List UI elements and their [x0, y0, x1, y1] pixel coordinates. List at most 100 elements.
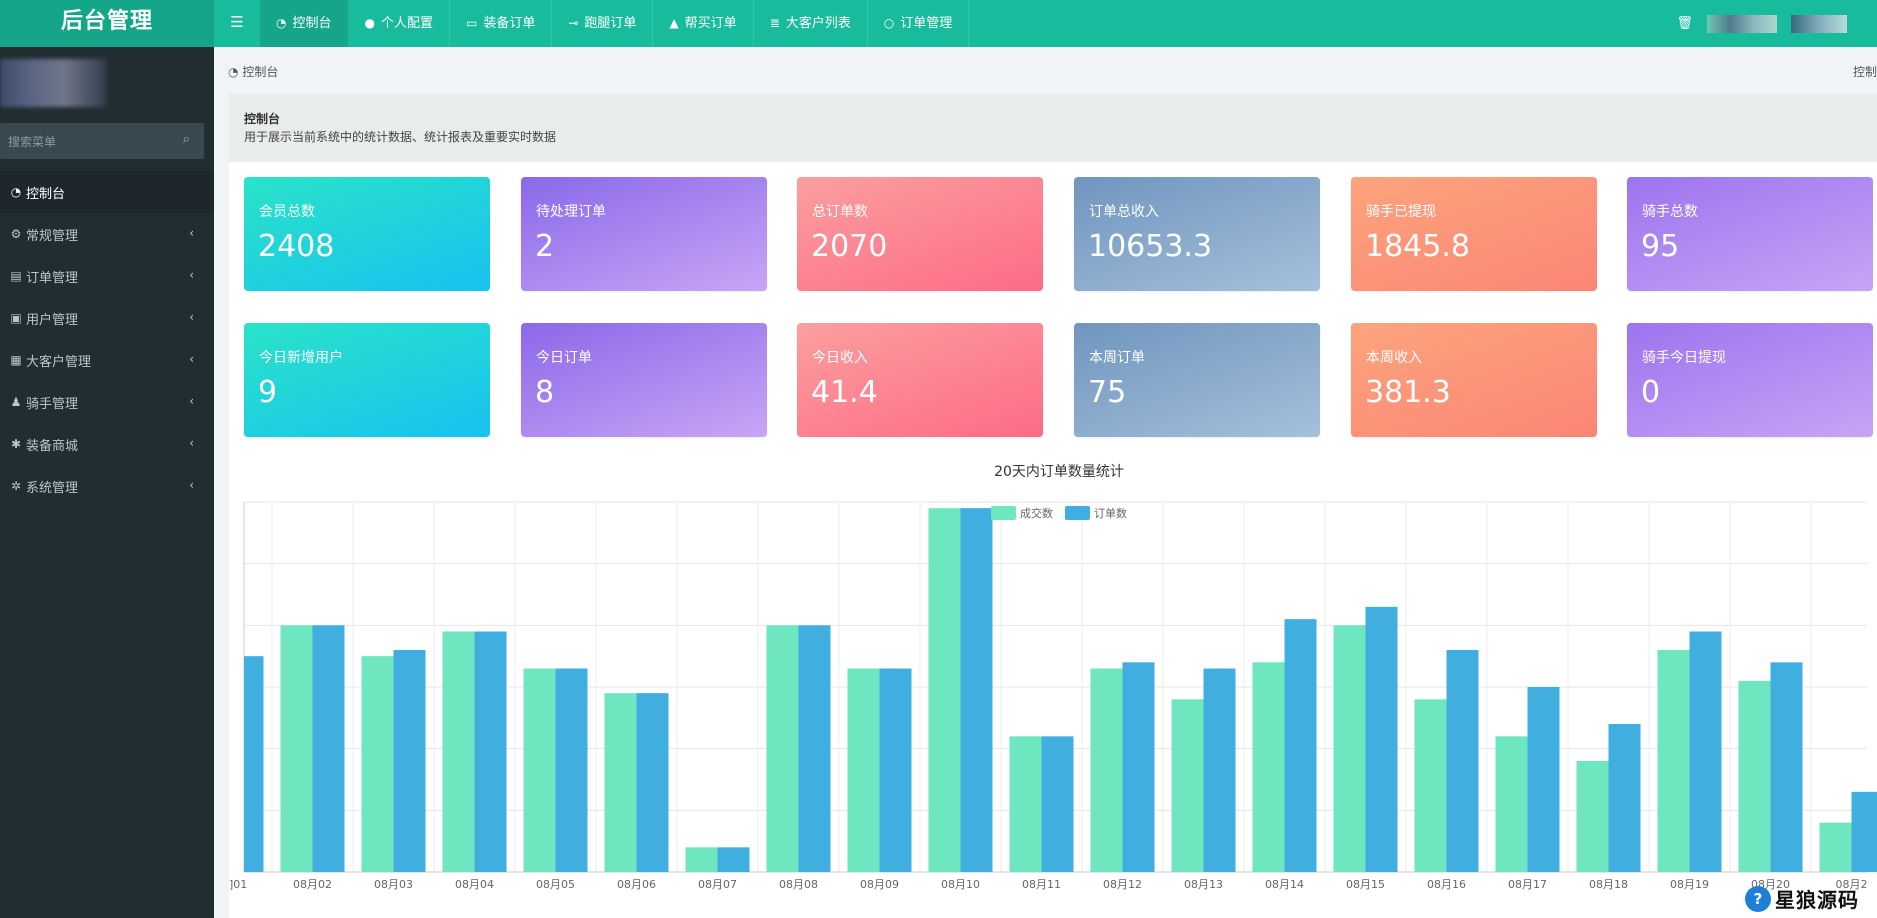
sidebar-item-system[interactable]: ✲ 系统管理 ‹: [0, 465, 214, 507]
bar-orders-08月07[interactable]: [717, 847, 750, 872]
bar-deals-08月08[interactable]: [766, 625, 799, 872]
bar-deals-08月13[interactable]: [1171, 699, 1204, 872]
bar-orders-08月16[interactable]: [1446, 650, 1479, 872]
tab-equipment-orders[interactable]: ▭ 装备订单: [450, 0, 553, 47]
bar-orders-08月02[interactable]: [312, 625, 345, 872]
bar-orders-08月04[interactable]: [474, 631, 507, 873]
stat-card-new-users-today[interactable]: 今日新增用户 9: [244, 323, 490, 437]
sidebar-item-users[interactable]: ▣ 用户管理 ‹: [0, 297, 214, 339]
bar-deals-08月16[interactable]: [1414, 699, 1447, 872]
stat-card-total-orders[interactable]: 总订单数 2070: [797, 177, 1043, 291]
bug-icon: ✱: [10, 437, 22, 451]
bar-deals-08月03[interactable]: [361, 656, 394, 872]
list-icon: ≣: [769, 16, 780, 30]
stat-card-total-income[interactable]: 订单总收入 10653.3: [1074, 177, 1320, 291]
stat-value: 10653.3: [1088, 229, 1213, 264]
sidebar-item-equipment-mall[interactable]: ✱ 装备商城 ‹: [0, 423, 214, 465]
bar-deals-08月05[interactable]: [523, 668, 556, 873]
bar-orders-08月18[interactable]: [1608, 724, 1641, 872]
chart-legend[interactable]: 成交数 订单数: [991, 506, 1127, 520]
search-icon[interactable]: ⌕: [182, 132, 190, 147]
dashboard-icon: ◔: [276, 16, 287, 30]
key-icon: ⊸: [568, 16, 579, 30]
bar-deals-08月04[interactable]: [442, 631, 475, 873]
bar-orders-08月11[interactable]: [1041, 736, 1074, 872]
bar-deals-08月02[interactable]: [280, 625, 313, 872]
menu-toggle-button[interactable]: ☰: [214, 0, 261, 47]
bar-deals-08月18[interactable]: [1576, 761, 1609, 872]
stat-card-pending-orders[interactable]: 待处理订单 2: [521, 177, 767, 291]
stat-card-rider-total[interactable]: 骑手总数 95: [1627, 177, 1873, 291]
stat-card-members[interactable]: 会员总数 2408: [244, 177, 490, 291]
bar-deals-08月09[interactable]: [847, 668, 880, 873]
bar-orders-08月14[interactable]: [1284, 619, 1317, 872]
stat-card-orders-today[interactable]: 今日订单 8: [521, 323, 767, 437]
bar-deals-08月06[interactable]: [604, 693, 637, 872]
stat-label: 骑手总数: [1642, 204, 1698, 220]
x-tick-label: 08月09: [860, 878, 899, 891]
stat-value: 41.4: [811, 375, 878, 410]
tab-profile[interactable]: ● 个人配置: [349, 0, 450, 47]
sidebar-item-label: 装备商城: [26, 438, 79, 454]
bar-deals-08月14[interactable]: [1252, 662, 1285, 872]
bar-orders-08月12[interactable]: [1122, 662, 1155, 872]
card-icon: ▭: [466, 16, 478, 30]
x-tick-label: 08月03: [374, 878, 413, 891]
dashboard-icon: ◔: [10, 185, 22, 199]
bar-deals-08月17[interactable]: [1495, 736, 1528, 872]
sidebar-item-label: 常规管理: [26, 228, 79, 244]
tab-errand-orders[interactable]: ⊸ 跑腿订单: [552, 0, 654, 47]
nav-tabs: ◔ 控制台 ● 个人配置 ▭ 装备订单 ⊸ 跑腿订单 ▲ 帮买订单 ≣ 大客户列…: [260, 0, 970, 47]
stat-value: 95: [1641, 229, 1680, 264]
x-tick-label: 08月19: [1670, 878, 1709, 891]
tab-dashboard[interactable]: ◔ 控制台: [260, 0, 349, 47]
sidebar-item-orders[interactable]: ▤ 订单管理 ‹: [0, 255, 214, 297]
bar-orders-08月03[interactable]: [393, 650, 426, 872]
search-input[interactable]: [0, 123, 170, 161]
bar-deals-08月20[interactable]: [1738, 680, 1771, 872]
app-logo[interactable]: 后台管理: [0, 0, 214, 47]
bar-deals-08月15[interactable]: [1333, 625, 1366, 872]
sidebar-item-dashboard[interactable]: ◔ 控制台: [0, 171, 214, 213]
tab-big-customers[interactable]: ≣ 大客户列表: [754, 0, 868, 47]
x-tick-label: 08月14: [1265, 878, 1304, 891]
stat-card-rider-withdraw-today[interactable]: 骑手今日提现 0: [1627, 323, 1873, 437]
bar-orders-08月01[interactable]: [232, 656, 264, 872]
bar-deals-08月19[interactable]: [1657, 650, 1690, 872]
bar-orders-08月17[interactable]: [1527, 687, 1560, 872]
tab-buy-orders[interactable]: ▲ 帮买订单: [653, 0, 754, 47]
trash-icon[interactable]: 🗑: [1676, 16, 1693, 31]
user-icon: ●: [364, 16, 375, 30]
stat-card-week-orders[interactable]: 本周订单 75: [1074, 323, 1320, 437]
stat-card-rider-withdrawn[interactable]: 骑手已提现 1845.8: [1351, 177, 1597, 291]
bar-deals-08月12[interactable]: [1090, 668, 1123, 873]
x-tick-label: 08月18: [1589, 878, 1628, 891]
bar-deals-08月07[interactable]: [685, 847, 718, 872]
bar-orders-08月08[interactable]: [798, 625, 831, 872]
x-tick-label: 08月06: [617, 878, 656, 891]
bar-orders-08月06[interactable]: [636, 693, 669, 872]
blurred-region: [1707, 14, 1777, 33]
stat-card-week-income[interactable]: 本周收入 381.3: [1351, 323, 1597, 437]
stat-card-income-today[interactable]: 今日收入 41.4: [797, 323, 1043, 437]
bar-orders-08月05[interactable]: [555, 668, 588, 873]
tab-order-management[interactable]: ○ 订单管理: [868, 0, 970, 47]
stat-value: 9: [258, 375, 278, 410]
bar-deals-08月11[interactable]: [1009, 736, 1042, 872]
bar-deals-08月01[interactable]: [229, 656, 232, 872]
bar-orders-08月15[interactable]: [1365, 606, 1398, 872]
bar-orders-08月21[interactable]: [1851, 791, 1877, 872]
bar-deals-08月21[interactable]: [1819, 822, 1852, 872]
avatar[interactable]: [1791, 14, 1847, 33]
sidebar-item-big-customers[interactable]: ▦ 大客户管理 ‹: [0, 339, 214, 381]
cogs-icon: ⚙: [10, 227, 22, 241]
bar-deals-08月10[interactable]: [928, 508, 961, 872]
sidebar-item-general[interactable]: ⚙ 常规管理 ‹: [0, 213, 214, 255]
bar-orders-08月19[interactable]: [1689, 631, 1722, 873]
breadcrumb-item[interactable]: ◔ 控制台: [228, 63, 278, 80]
bar-orders-08月10[interactable]: [960, 508, 993, 872]
sidebar-item-riders[interactable]: ♟ 骑手管理 ‹: [0, 381, 214, 423]
bar-orders-08月09[interactable]: [879, 668, 912, 873]
bar-orders-08月20[interactable]: [1770, 662, 1803, 872]
bar-orders-08月13[interactable]: [1203, 668, 1236, 873]
